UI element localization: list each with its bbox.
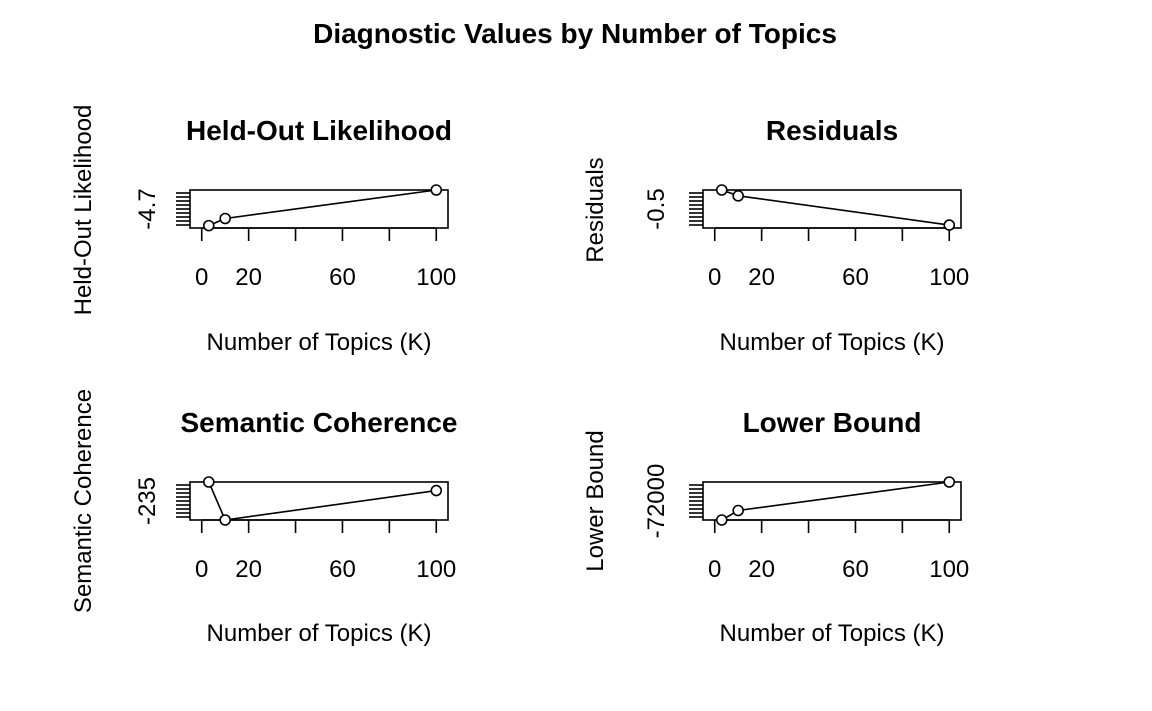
data-point xyxy=(715,514,728,526)
data-point xyxy=(430,184,443,196)
data-point xyxy=(943,219,956,231)
x-tick-label: 60 xyxy=(329,556,356,583)
series-line xyxy=(208,189,437,227)
y-tick-label: -4.7 xyxy=(134,188,161,229)
data-point xyxy=(732,504,744,517)
panel-2: Residuals Residuals -0.5 0 20 60 100 Number of … xyxy=(582,115,969,356)
panel-4: Lower Bound Lower Bound -72000 0 20 60 100 Numb… xyxy=(582,407,969,647)
x-tick-label: 100 xyxy=(929,556,969,583)
data-point xyxy=(202,219,215,232)
x-tick-label: 20 xyxy=(235,264,262,291)
x-tick-label: 20 xyxy=(235,556,262,583)
y-axis-label: Residuals xyxy=(582,157,609,262)
data-point xyxy=(715,184,728,196)
panel-title: Residuals xyxy=(766,115,898,146)
x-tick-label: 60 xyxy=(842,264,869,291)
panel-3: Semantic Coherence Semantic Coherence -235… xyxy=(70,389,458,647)
x-tick-label: 20 xyxy=(748,264,775,291)
series-line xyxy=(208,481,437,521)
panel-title: Lower Bound xyxy=(743,407,922,438)
y-tick-label: -72000 xyxy=(643,464,670,539)
x-axis-label: Number of Topics (K) xyxy=(207,329,432,356)
y-axis-label: Held-Out Likelihood xyxy=(70,105,97,316)
data-point xyxy=(202,476,215,488)
panel-title: Semantic Coherence xyxy=(181,407,458,438)
x-tick-label: 0 xyxy=(708,264,721,291)
y-axis-label: Semantic Coherence xyxy=(70,389,97,613)
series-line xyxy=(721,481,950,521)
y-tick-label: -235 xyxy=(134,477,161,525)
data-point xyxy=(943,476,956,488)
x-tick-label: 100 xyxy=(416,556,456,583)
x-tick-label: 100 xyxy=(416,264,456,291)
main-title: Diagnostic Values by Number of Topics xyxy=(313,18,837,49)
x-tick-label: 0 xyxy=(708,556,721,583)
x-axis-label: Number of Topics (K) xyxy=(720,620,945,647)
x-tick-label: 20 xyxy=(748,556,775,583)
x-tick-label: 100 xyxy=(929,264,969,291)
x-tick-label: 0 xyxy=(195,264,208,291)
x-tick-label: 0 xyxy=(195,556,208,583)
x-tick-label: 60 xyxy=(842,556,869,583)
series-line xyxy=(721,189,950,226)
data-point xyxy=(219,212,231,225)
x-axis-label: Number of Topics (K) xyxy=(207,620,432,647)
panel-title: Held-Out Likelihood xyxy=(186,115,452,146)
data-point xyxy=(430,484,443,497)
y-tick-label: -0.5 xyxy=(643,188,670,229)
x-tick-label: 60 xyxy=(329,264,356,291)
plot-frame xyxy=(189,481,449,521)
y-axis-label: Lower Bound xyxy=(582,430,609,571)
panel-1: Held-Out Likelihood Held-Out Likelihood -4… xyxy=(70,105,456,356)
data-point xyxy=(732,190,744,202)
panels: Held-Out Likelihood Held-Out Likelihood -4… xyxy=(70,105,969,647)
x-axis-label: Number of Topics (K) xyxy=(720,329,945,356)
data-point xyxy=(219,514,231,526)
